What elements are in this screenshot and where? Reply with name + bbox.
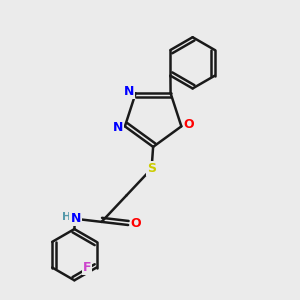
Text: S: S [147,162,156,175]
Text: O: O [184,118,194,131]
Text: N: N [113,121,123,134]
Text: O: O [130,217,141,230]
Text: H: H [61,212,71,222]
Text: N: N [70,212,81,225]
Text: F: F [83,261,92,274]
Text: N: N [124,85,134,98]
